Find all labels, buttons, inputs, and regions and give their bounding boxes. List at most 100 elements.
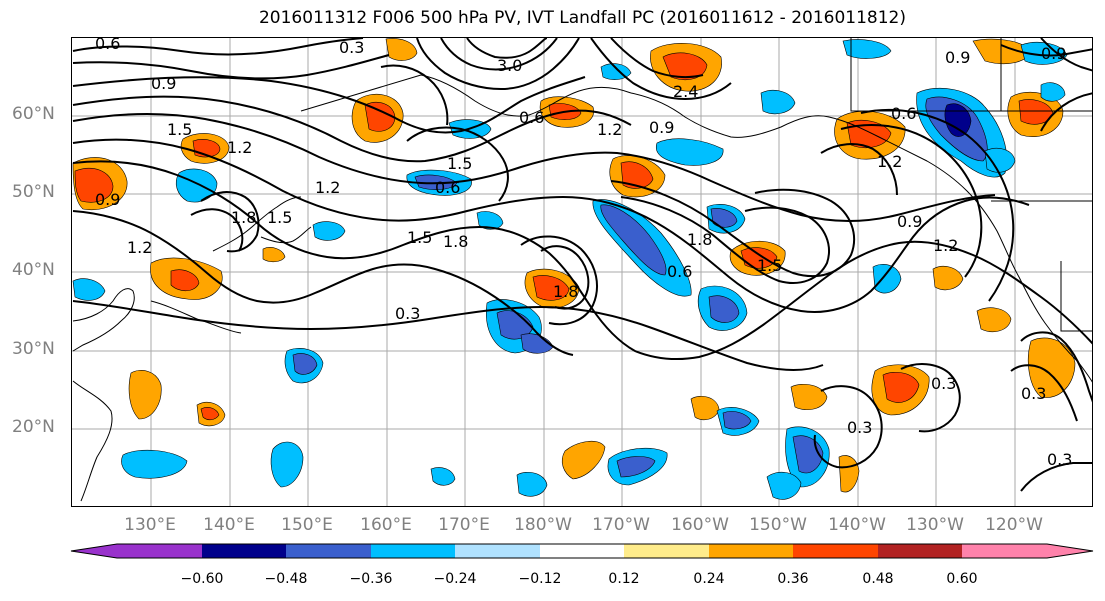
- colorbar-segment: [71, 544, 202, 558]
- colorbar-segment: [455, 544, 540, 558]
- neg-blob: [270, 441, 304, 488]
- neg-blob: [766, 471, 802, 500]
- contour-label: 1.5: [407, 228, 432, 247]
- colorbar-outline: [70, 543, 1094, 559]
- lon-label: 150°E: [281, 515, 333, 535]
- colorbar-tick-label: −0.48: [264, 571, 308, 587]
- colorbar-tick-label: 0.12: [608, 571, 640, 587]
- contour-label: 1.2: [597, 120, 622, 139]
- colorbar-segment: [624, 544, 709, 558]
- neg-blob: [430, 467, 456, 486]
- contour-label: 1.8: [553, 282, 578, 301]
- colorbar-tick-label: 0.36: [777, 571, 809, 587]
- colorbar-segments: [71, 544, 1093, 558]
- colorbar-tick-label: −0.36: [349, 571, 393, 587]
- neg-blob: [944, 103, 972, 137]
- contour-label: 0.9: [95, 190, 120, 209]
- contour-label: 0.9: [1041, 44, 1066, 63]
- neg-blob: [312, 221, 346, 241]
- lon-label: 170°E: [438, 515, 490, 535]
- colorbar-segment: [202, 544, 286, 558]
- contour-label: 0.6: [95, 38, 120, 53]
- lon-label: 170°W: [592, 515, 650, 535]
- lat-label: 60°N: [12, 104, 55, 124]
- neg-blob: [655, 138, 724, 166]
- neg-blob: [708, 295, 740, 323]
- colorbar-segment: [962, 544, 1093, 558]
- neg-blob: [1040, 82, 1066, 102]
- positive-anomaly-shading: [72, 38, 1076, 493]
- neg-blob: [600, 204, 667, 276]
- coastlines: [72, 38, 1092, 502]
- lat-label: 20°N: [12, 417, 55, 437]
- neg-blob: [616, 456, 656, 478]
- contour-label: 1.8: [231, 208, 256, 227]
- lat-label: 50°N: [12, 182, 55, 202]
- pos-blob: [170, 269, 200, 292]
- contour-label: 1.2: [315, 178, 340, 197]
- contour-label: 0.3: [847, 418, 872, 437]
- lon-label: 140°W: [828, 515, 886, 535]
- contour-label: 0.3: [395, 304, 420, 323]
- contour-label: 1.5: [267, 208, 292, 227]
- contour-label: 0.6: [519, 108, 544, 127]
- contour-label: 1.2: [933, 236, 958, 255]
- lon-label: 140°E: [203, 515, 255, 535]
- pos-blob: [838, 455, 860, 493]
- lat-label: 30°N: [12, 339, 55, 359]
- pos-blob: [262, 247, 286, 263]
- contour-labels: 0.6 0.3 0.9 3.0 2.4 0.6 1.2 0.9 1.5 1.2 …: [95, 38, 1072, 469]
- neg-blob: [516, 472, 548, 497]
- pos-blob: [561, 440, 606, 480]
- colorbar-tick-label: −0.60: [180, 571, 224, 587]
- contour-label: 0.6: [891, 104, 916, 123]
- pos-blob: [200, 407, 220, 421]
- colorbar-segment: [286, 544, 371, 558]
- pos-blob: [74, 167, 114, 203]
- lon-label: 130°W: [906, 515, 964, 535]
- pos-blob: [532, 275, 570, 301]
- pos-blob: [790, 384, 828, 410]
- map-title: 2016011312 F006 500 hPa PV, IVT Landfall…: [258, 8, 906, 28]
- pv-contours: [72, 38, 1092, 492]
- contour-label: 3.0: [497, 56, 522, 75]
- contour-label: 1.8: [687, 230, 712, 249]
- contour-label: 0.9: [945, 48, 970, 67]
- colorbar-segment: [709, 544, 793, 558]
- contour-label: 0.3: [931, 374, 956, 393]
- contour-label: 0.9: [649, 118, 674, 137]
- contour-label: 0.9: [151, 74, 176, 93]
- colorbar-tick-label: 0.48: [862, 571, 894, 587]
- contour-label: 0.3: [1021, 384, 1046, 403]
- lon-label: 120°W: [985, 515, 1043, 535]
- pos-blob: [882, 372, 920, 403]
- pos-blob: [128, 370, 162, 420]
- lon-label: 160°W: [671, 515, 729, 535]
- colorbar-segment: [371, 544, 455, 558]
- neg-blob: [842, 39, 892, 59]
- neg-blob: [872, 264, 902, 294]
- colorbar-segment: [793, 544, 878, 558]
- contour-label: 0.9: [897, 212, 922, 231]
- contour-label: 1.2: [877, 152, 902, 171]
- neg-blob: [760, 90, 796, 115]
- contour-label: 1.2: [127, 238, 152, 257]
- pos-blob: [1028, 337, 1076, 398]
- lat-label: 40°N: [12, 260, 55, 280]
- colorbar-tick-label: −0.12: [518, 571, 562, 587]
- neg-blob: [1020, 42, 1068, 65]
- neg-blob: [722, 411, 752, 430]
- contour-label: 2.4: [673, 82, 698, 101]
- lon-label: 160°E: [360, 515, 412, 535]
- negative-anomaly-shading: [72, 39, 1068, 500]
- neg-blob: [292, 353, 318, 375]
- contour-label: 0.3: [1047, 450, 1072, 469]
- neg-blob: [121, 449, 188, 479]
- pos-blob: [385, 38, 418, 61]
- neg-blob: [175, 168, 218, 203]
- lon-label: 180°W: [514, 515, 572, 535]
- pos-blob: [690, 396, 720, 421]
- map-panel: 0.6 0.3 0.9 3.0 2.4 0.6 1.2 0.9 1.5 1.2 …: [71, 37, 1093, 507]
- contour-label: 1.2: [227, 138, 252, 157]
- lon-label: 130°E: [124, 515, 176, 535]
